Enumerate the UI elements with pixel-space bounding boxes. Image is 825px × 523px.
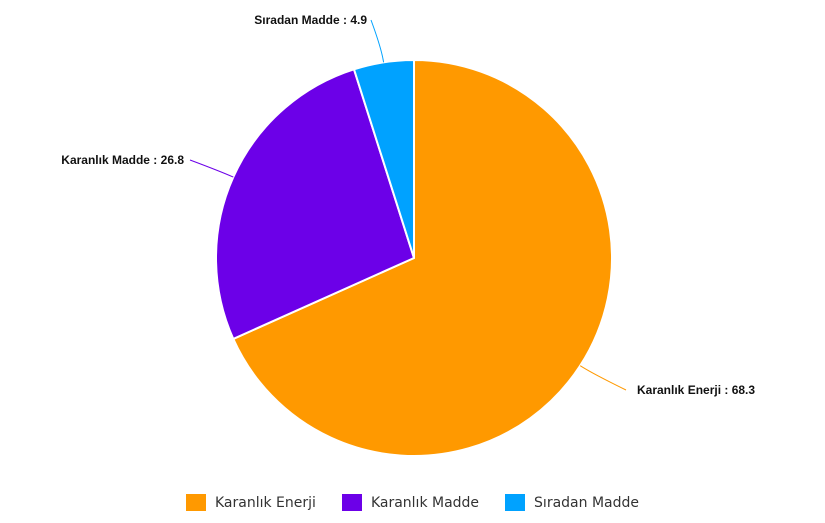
connector-siradan-madde — [370, 19, 385, 63]
legend-label-siradan-madde: Sıradan Madde — [534, 494, 639, 511]
connector-karanlik-enerji — [579, 365, 627, 391]
pie-slice-karanlik-madde[interactable] — [215, 68, 415, 340]
connector-karanlik-madde — [189, 159, 234, 178]
pie-slices — [215, 59, 613, 457]
legend-item-siradan-madde[interactable]: Sıradan Madde — [505, 494, 639, 511]
legend-item-karanlik-enerji[interactable]: Karanlık Enerji — [186, 494, 316, 511]
data-labels: Karanlık Enerji : 68.3 Karanlık Madde : 2… — [61, 13, 755, 397]
legend-item-karanlik-madde[interactable]: Karanlık Madde — [341, 494, 480, 511]
data-label-karanlik-enerji: Karanlık Enerji : 68.3 — [637, 383, 755, 397]
data-label-karanlik-madde: Karanlık Madde : 26.8 — [61, 153, 184, 167]
pie-slice-siradan-madde[interactable] — [353, 59, 415, 259]
legend-swatch-karanlik-madde — [341, 494, 362, 511]
legend-swatch-karanlik-enerji — [186, 494, 206, 511]
pie-chart: Karanlık Enerji : 68.3 Karanlık Madde : 2… — [61, 13, 755, 457]
data-label-siradan-madde: Sıradan Madde : 4.9 — [254, 13, 367, 27]
legend: Karanlık Enerji Karanlık Madde Sıradan M… — [0, 494, 825, 511]
pie-slice-karanlik-enerji[interactable] — [232, 59, 613, 457]
legend-swatch-siradan-madde — [505, 494, 526, 511]
legend-label-karanlik-enerji: Karanlık Enerji — [215, 494, 316, 511]
legend-label-karanlik-madde: Karanlık Madde — [370, 494, 480, 511]
